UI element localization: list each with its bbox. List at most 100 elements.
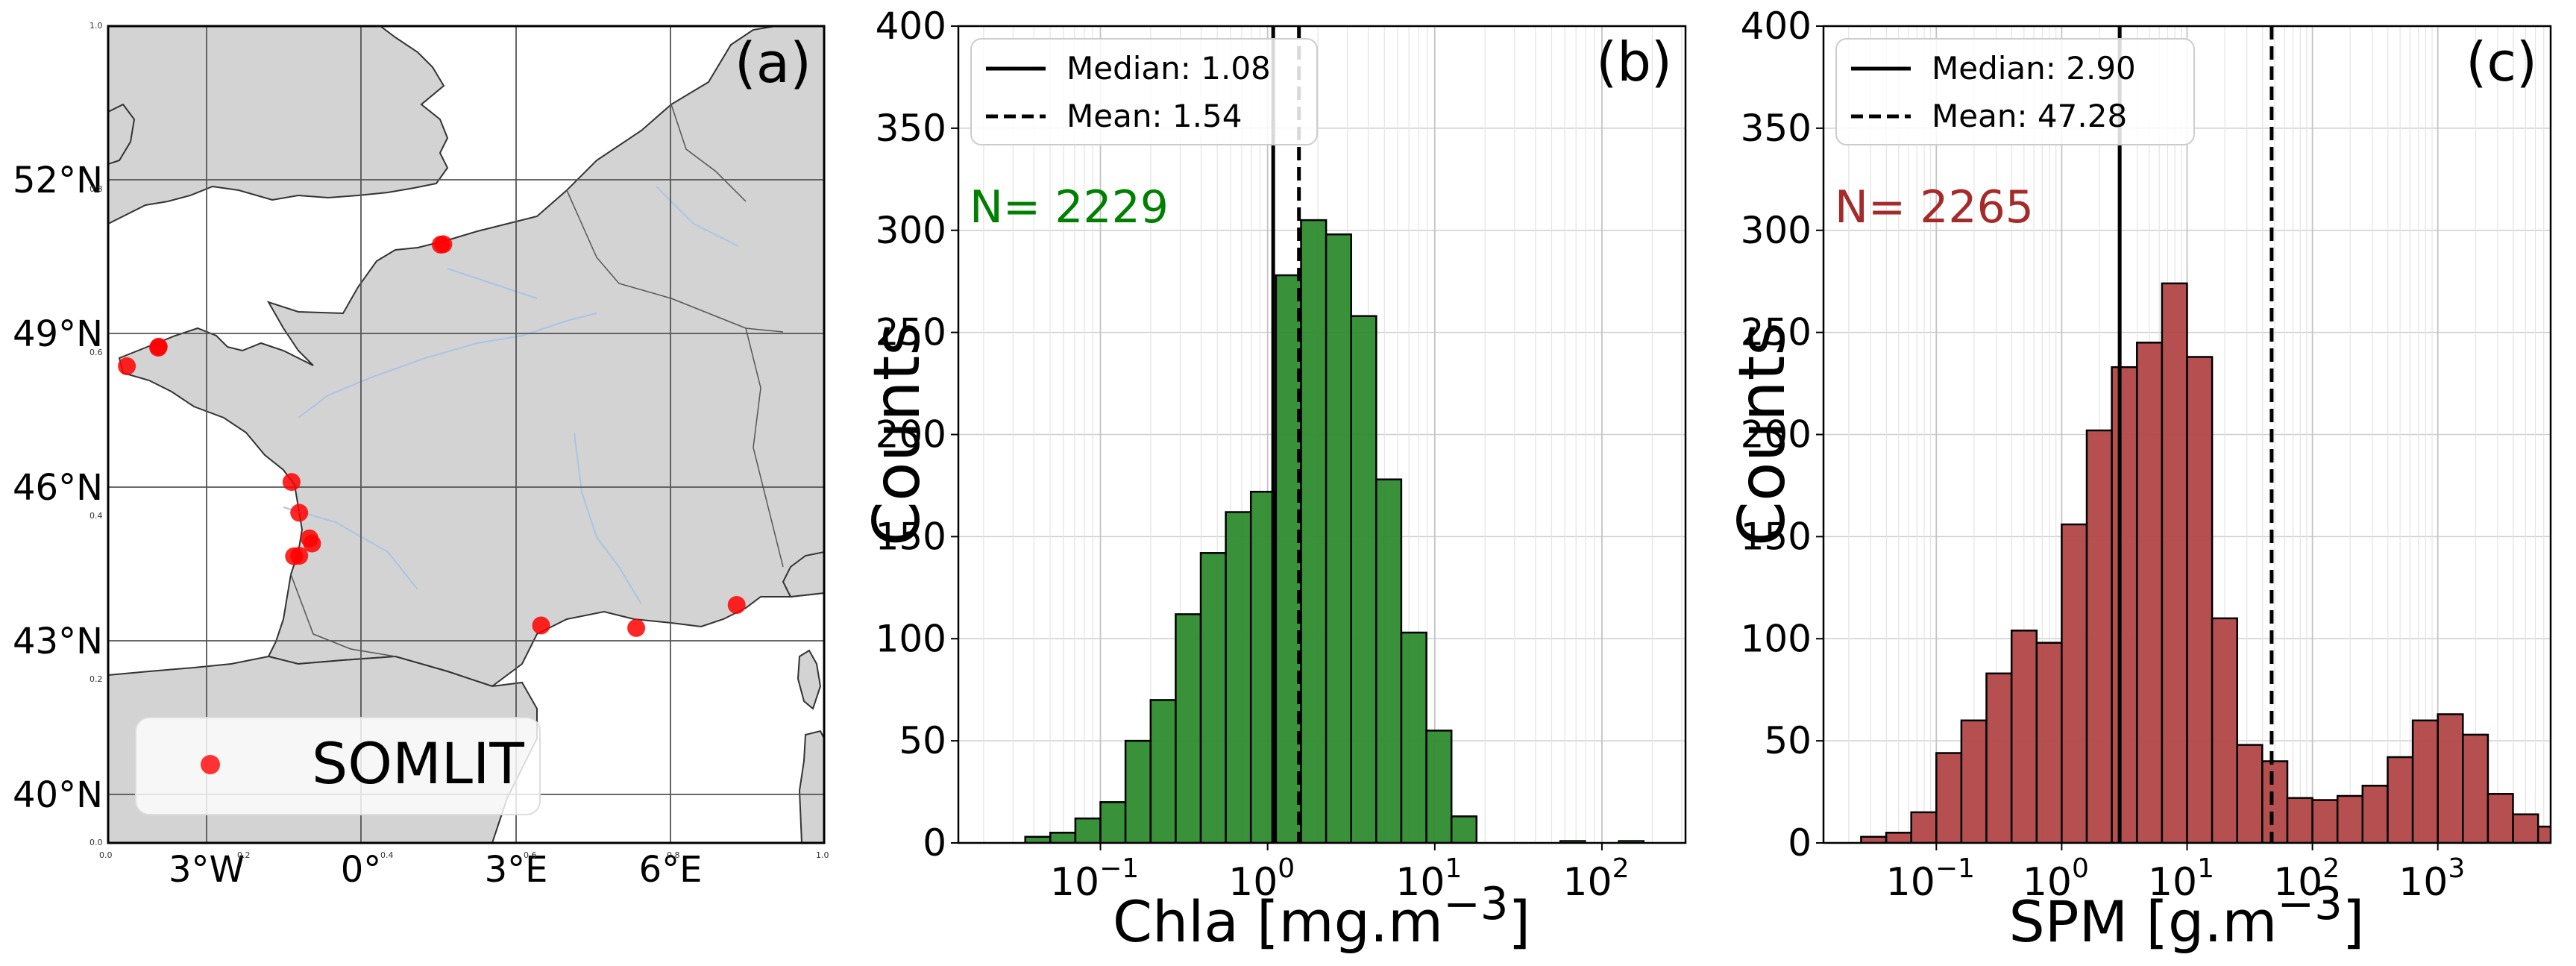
panel-b-n-count: N= 2229 [970, 181, 1169, 233]
histogram-bar [1175, 613, 1202, 843]
panel-b-grid [958, 26, 1686, 843]
xlabel-main: Chla [mg.m [1113, 888, 1443, 955]
frame-tick-x: 0.2 [237, 850, 251, 860]
panel-b-stat-lines [1271, 26, 1301, 843]
histogram-bar [2035, 642, 2063, 843]
xlabel-sup: −3 [1443, 878, 1508, 929]
xtick-label: 101 [1395, 853, 1462, 905]
histogram-bar [2236, 744, 2264, 843]
panel-b-bars [1024, 219, 1644, 843]
histogram-bar [1985, 672, 2013, 843]
somlit-station-marker [290, 547, 309, 565]
frame-tick-y: 0.0 [89, 838, 103, 847]
histogram-bar [1074, 817, 1102, 843]
histogram-bar [1049, 832, 1077, 843]
somlit-station-marker [434, 235, 453, 254]
somlit-station-marker [627, 618, 646, 637]
map-land-ireland [108, 103, 136, 166]
map-land-italy [782, 551, 824, 598]
map-frame-ticks: 0.0 0.2 0.4 0.6 0.8 1.0 0.0 0.2 0.4 0.6 … [89, 21, 829, 860]
legend-median-text: Median: 2.90 [1932, 50, 2136, 87]
ytick-label: 400 [1741, 4, 1812, 48]
legend-box [970, 38, 1318, 145]
ytick-label: 100 [876, 617, 946, 660]
somlit-station-marker [118, 357, 136, 375]
map-land-britain [108, 26, 449, 225]
frame-tick-x: 0.6 [524, 850, 537, 860]
panel-b-xticks: 10−1 100 101 102 [1050, 843, 1629, 905]
lon-label: 6°E [639, 849, 703, 891]
xtick-label: 101 [2148, 853, 2214, 905]
map-borders [290, 104, 784, 657]
panel-b-xlabel: Chla [mg.m−3] [1113, 878, 1530, 955]
histogram-bar [2411, 719, 2439, 843]
histogram-bar [1450, 815, 1478, 843]
histogram-bar [2387, 756, 2414, 843]
ytick-label: 300 [876, 209, 946, 252]
frame-tick-y: 0.6 [89, 348, 103, 357]
histogram-bar [1275, 274, 1302, 843]
lon-label: 3°E [485, 849, 548, 891]
histogram-bar [2211, 617, 2238, 843]
legend-box [1835, 38, 2195, 145]
ytick-label: 50 [1764, 719, 1812, 762]
frame-tick-x: 1.0 [816, 850, 829, 860]
ytick-label: 200 [876, 413, 946, 457]
somlit-station-marker [532, 616, 550, 635]
xtick-label: 102 [1562, 853, 1629, 905]
histogram-bar [1425, 730, 1453, 843]
histogram-bar [1300, 219, 1328, 843]
ytick-label: 250 [1741, 311, 1812, 354]
somlit-station-marker [727, 596, 746, 614]
lat-label: 43°N [13, 621, 103, 662]
histogram-bar [2286, 797, 2313, 843]
panel-c-label: (c) [2466, 31, 2537, 93]
panel-b-ylabel: Counts [860, 322, 934, 546]
histogram-bar [2462, 733, 2489, 843]
panel-c-stat-lines [2117, 26, 2274, 843]
panel-a-map: (a) SOMLIT 52°N 49°N 46°N 43°N 40°N 3°W … [13, 21, 829, 891]
xlabel-sup: −3 [2277, 878, 2342, 929]
somlit-station-marker [303, 534, 321, 553]
frame-tick-y: 0.8 [89, 184, 103, 194]
xtick-label: 102 [2273, 853, 2340, 905]
ytick-label: 150 [876, 515, 946, 558]
somlit-station-marker [290, 504, 309, 522]
panel-b-histogram: 0 50 100 150 200 250 300 350 400 10−1 100 101 102 (… [860, 4, 1687, 955]
panel-c-bars [1860, 282, 2551, 843]
map-legend-label: SOMLIT [312, 730, 524, 797]
panel-c-xlabel: SPM [g.m−3] [2009, 878, 2365, 955]
lat-label: 40°N [13, 774, 103, 816]
ytick-label: 200 [1741, 413, 1812, 457]
panel-c-n-count: N= 2265 [1835, 181, 2034, 233]
histogram-bar [2361, 785, 2389, 843]
map-land-france [118, 26, 824, 688]
histogram-bar [2336, 794, 2364, 843]
xlabel-end: ] [1508, 888, 1530, 955]
lat-label: 49°N [13, 313, 103, 355]
somlit-station-marker [149, 337, 168, 356]
panel-c-ylabel: Counts [1725, 322, 1800, 546]
histogram-bar [1350, 315, 1377, 843]
histogram-bar [2261, 760, 2289, 843]
histogram-bar [1124, 739, 1152, 843]
panel-c-xticks: 10−1 100 101 102 103 [1886, 843, 2465, 905]
lat-label: 46°N [13, 467, 103, 509]
ytick-label: 150 [1741, 515, 1812, 558]
frame-tick-y: 0.4 [89, 511, 103, 521]
xtick-label: 100 [1228, 853, 1295, 905]
map-lat-labels: 52°N 49°N 46°N 43°N 40°N [13, 160, 103, 816]
histogram-bar [1910, 811, 1938, 843]
frame-tick-x: 0.4 [380, 850, 394, 860]
station-markers [118, 235, 746, 637]
lon-label: 3°W [169, 849, 245, 891]
panel-c-yticks: 0 50 100 150 200 250 300 350 400 [1741, 4, 1823, 865]
frame-tick-y: 1.0 [89, 21, 103, 31]
histogram-bar [2061, 523, 2088, 843]
ytick-label: 350 [1741, 107, 1812, 150]
histogram-bar [1325, 233, 1352, 843]
histogram-bar [2186, 356, 2214, 843]
xtick-label: 10−1 [1886, 853, 1975, 905]
legend-mean-text: Mean: 47.28 [1932, 98, 2127, 134]
map-legend-box [135, 717, 541, 815]
